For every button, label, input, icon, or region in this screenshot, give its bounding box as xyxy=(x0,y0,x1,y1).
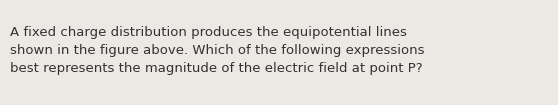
Text: A fixed charge distribution produces the equipotential lines
shown in the figure: A fixed charge distribution produces the… xyxy=(10,26,425,75)
